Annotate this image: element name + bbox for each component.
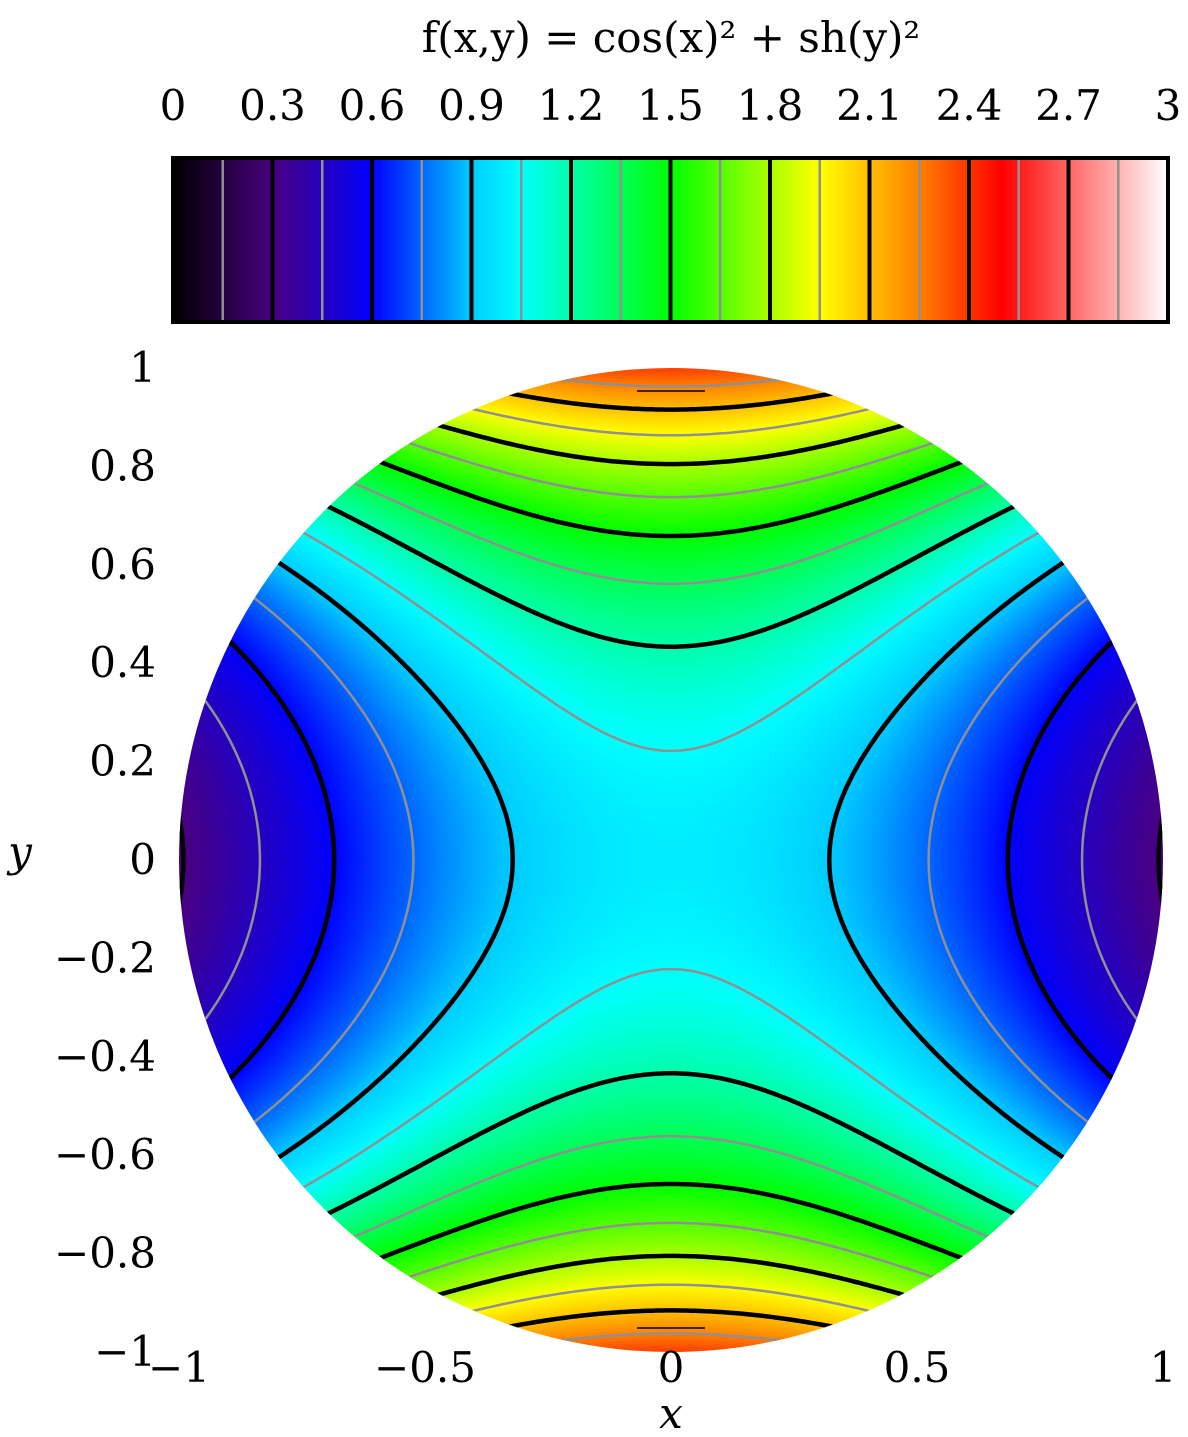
- chart-title: f(x,y) = cos(x)² + sh(y)²: [422, 13, 920, 62]
- y-tick-label: −0.2: [54, 933, 156, 982]
- colorbar-tick-label: 1.8: [737, 81, 804, 130]
- colorbar-tick-label: 1.2: [538, 81, 605, 130]
- x-tick-labels: −1 −0.5 0 0.5 1: [148, 1343, 1176, 1392]
- colorbar-tick-label: 2.1: [836, 81, 903, 130]
- colorbar-frame: [171, 156, 1170, 324]
- colorbar-tick-labels: 0 0.3 0.6 0.9 1.2 1.5 1.8 2.1 2.4 2.7 3: [160, 81, 1182, 130]
- y-tick-label: −0.6: [54, 1130, 156, 1179]
- plot-area: [179, 368, 1163, 1352]
- colorbar-tick-label: 3: [1155, 81, 1182, 130]
- colorbar: 0 0.3 0.6 0.9 1.2 1.5 1.8 2.1 2.4 2.7 3: [160, 81, 1182, 324]
- y-tick-label: 0.6: [89, 540, 156, 589]
- y-tick-label: −0.8: [54, 1229, 156, 1278]
- colorbar-tick-label: 2.7: [1035, 81, 1102, 130]
- x-tick-label: 1: [1150, 1343, 1177, 1392]
- colorbar-tick-label: 0.9: [438, 81, 505, 130]
- x-tick-label: −0.5: [374, 1343, 476, 1392]
- colorbar-tick-label: 0: [160, 81, 187, 130]
- x-axis-label: x: [659, 1389, 683, 1437]
- colorbar-tick-label: 0.3: [239, 81, 306, 130]
- y-tick-label: 0.4: [89, 638, 156, 687]
- y-tick-label: −0.4: [54, 1032, 156, 1081]
- colorbar-tick-label: 1.5: [637, 81, 704, 130]
- colorbar-tick-label: 2.4: [936, 81, 1003, 130]
- y-tick-label: −1: [94, 1327, 156, 1376]
- y-tick-label: 0.8: [89, 441, 156, 490]
- colorbar-level-lines: [221, 158, 1120, 322]
- x-tick-label: 0.5: [884, 1343, 951, 1392]
- y-tick-labels: 1 0.8 0.6 0.4 0.2 0 −0.2 −0.4 −0.6 −0.8 −1: [54, 343, 156, 1376]
- y-axis-label: y: [6, 827, 33, 876]
- y-tick-label: 0.2: [89, 737, 156, 786]
- colorbar-tick-label: 0.6: [339, 81, 406, 130]
- y-tick-label: 0: [129, 835, 156, 884]
- x-tick-label: −1: [148, 1343, 210, 1392]
- y-tick-label: 1: [129, 343, 156, 392]
- x-tick-label: 0: [658, 1343, 685, 1392]
- heatmap-field: [179, 368, 1163, 1352]
